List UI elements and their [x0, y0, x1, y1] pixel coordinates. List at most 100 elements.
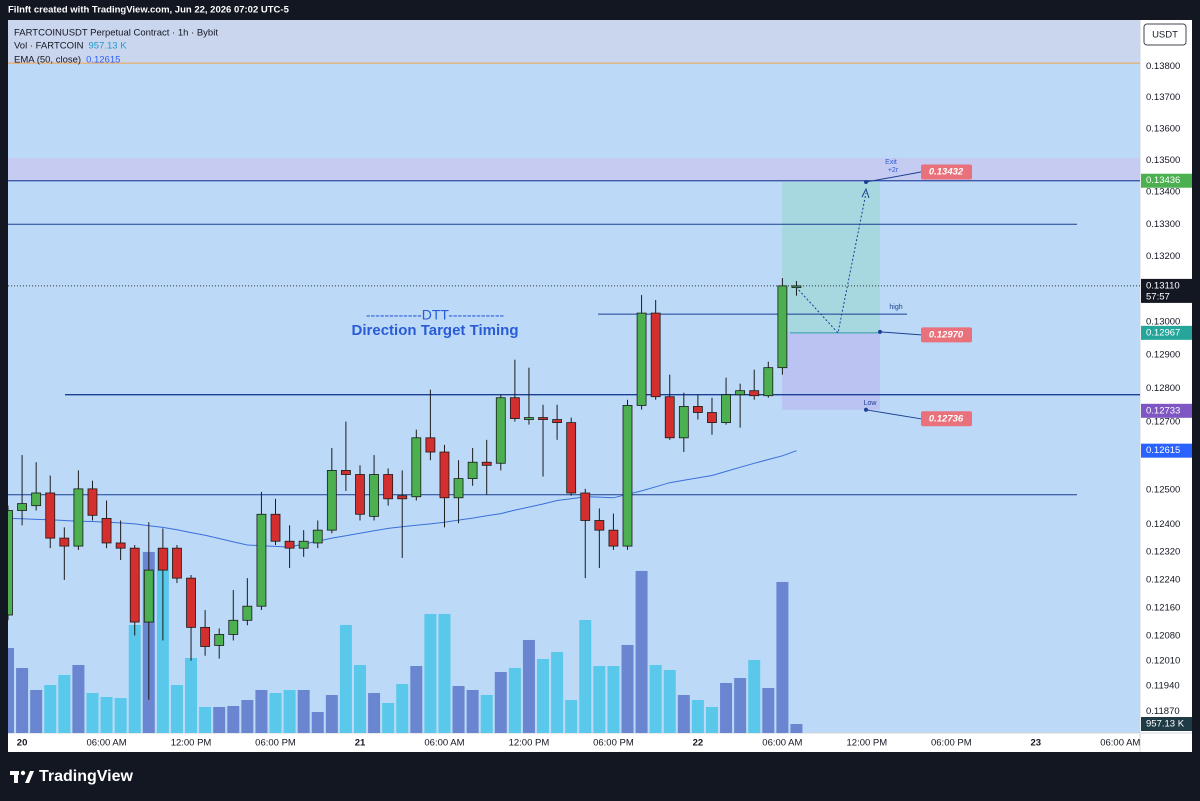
volume-bar [30, 689, 43, 733]
logo-icon [14, 771, 18, 783]
candle-body [200, 626, 211, 647]
tag-label: 0.13432 [929, 167, 964, 178]
candle-body [45, 492, 56, 539]
candle-body [256, 513, 267, 607]
x-tick-label: 21 [355, 738, 366, 749]
candle-body [87, 488, 98, 516]
candle-body [312, 529, 323, 544]
candle-body [580, 492, 591, 521]
candle-body [763, 367, 774, 397]
candle-body [341, 470, 351, 475]
volume-bar [368, 692, 381, 733]
volume-bar [776, 581, 789, 733]
candle-body [650, 312, 661, 398]
y-tick-label: 0.13400 [1146, 187, 1180, 198]
volume-bar [720, 682, 733, 733]
annotation: Direction Target Timing [352, 322, 519, 339]
x-tick-label: 06:00 AM [762, 738, 802, 749]
volume-bar [438, 613, 451, 733]
y-tick-label: 0.13300 [1146, 219, 1180, 230]
volume-bar [522, 639, 535, 733]
overlay-layer: ------------DTT------------ Direction Ta… [352, 159, 972, 427]
candle-body [425, 437, 436, 453]
annotation: ------------DTT------------ [366, 307, 505, 323]
x-tick-label: 20 [17, 738, 28, 749]
currency-box[interactable] [1143, 23, 1187, 46]
y-tick-label: 0.13700 [1146, 92, 1180, 103]
y-tick-label: 0.13600 [1146, 123, 1180, 134]
price-label: 0.12615 [1146, 445, 1180, 456]
volume-bar [607, 665, 620, 733]
candle-body [693, 406, 703, 413]
y-tick-label: 0.12080 [1146, 631, 1180, 642]
candle-body [538, 417, 548, 420]
volume-bar [325, 694, 338, 733]
logo-icon [20, 770, 26, 776]
candle-body [707, 412, 717, 424]
candle-body [214, 634, 225, 646]
volume-bar [508, 667, 521, 733]
candle-body [495, 397, 506, 464]
volume-bar [269, 692, 282, 733]
y-tick-label: 0.11870 [1146, 706, 1180, 717]
x-tick-label: 06:00 PM [255, 738, 296, 749]
tag-anchor [864, 180, 868, 185]
volume-bar [128, 624, 141, 733]
y-tick-label: 0.12160 [1146, 602, 1180, 613]
candle-body [439, 451, 450, 499]
candle-body [186, 577, 196, 628]
currency: USDT [1152, 30, 1178, 41]
tag-leader [865, 409, 922, 420]
tag-anchor [864, 407, 868, 412]
candle-body [17, 503, 27, 511]
logo: TradingView [10, 768, 134, 785]
arrow-head [861, 187, 870, 199]
price-axis [1140, 20, 1192, 733]
x-tick-label: 06:00 PM [931, 738, 972, 749]
volume-bar [353, 664, 366, 733]
y-tick-label: 0.12700 [1146, 416, 1180, 427]
price-label: 0.13436 [1146, 175, 1180, 186]
candle-body [143, 569, 154, 623]
volume-label: 957.13 K [1146, 719, 1185, 730]
volume-bar [58, 674, 71, 733]
price-label-box [1141, 325, 1192, 340]
candle-body [31, 492, 42, 507]
y-tick-label: 0.12010 [1146, 656, 1180, 667]
candle-body [172, 547, 182, 579]
volume-bar [339, 624, 352, 733]
candle-body [777, 285, 788, 369]
price-label-box [1141, 443, 1192, 458]
candle-body [552, 419, 563, 424]
x-tick-label: 22 [693, 738, 704, 749]
volume-bar [424, 613, 437, 733]
candle-body [636, 312, 647, 406]
volume-bar [452, 685, 465, 733]
logo-text: TradingView [39, 768, 134, 785]
volume-bar [199, 706, 212, 733]
plot-area [8, 20, 1140, 733]
price-label-box [1141, 173, 1192, 188]
volume-bar [649, 664, 662, 733]
x-tick-label: 23 [1031, 738, 1042, 749]
price-label: 0.12733 [1146, 405, 1180, 416]
candle-body [101, 518, 112, 544]
volume-bar [565, 699, 578, 733]
target-zone [782, 182, 880, 332]
volume-bar [635, 570, 648, 733]
tag-box [921, 164, 972, 180]
volume-bar [579, 619, 592, 733]
caption: Filnft created with TradingView.com, Jun… [8, 5, 290, 16]
zone [8, 20, 1140, 64]
legend-ema: EMA (50, close) [14, 55, 81, 66]
candle-body [749, 390, 760, 397]
x-tick-label: 12:00 PM [171, 738, 212, 749]
y-tick-label: 0.11940 [1146, 681, 1180, 692]
volume-bar [466, 689, 479, 733]
volume-bar [494, 671, 507, 733]
y-tick-label: 0.13200 [1146, 251, 1180, 262]
annotation: Exit [885, 159, 897, 166]
y-tick-label: 0.12240 [1146, 574, 1180, 585]
y-tick-label: 0.12500 [1146, 484, 1180, 495]
zone [8, 157, 1140, 181]
